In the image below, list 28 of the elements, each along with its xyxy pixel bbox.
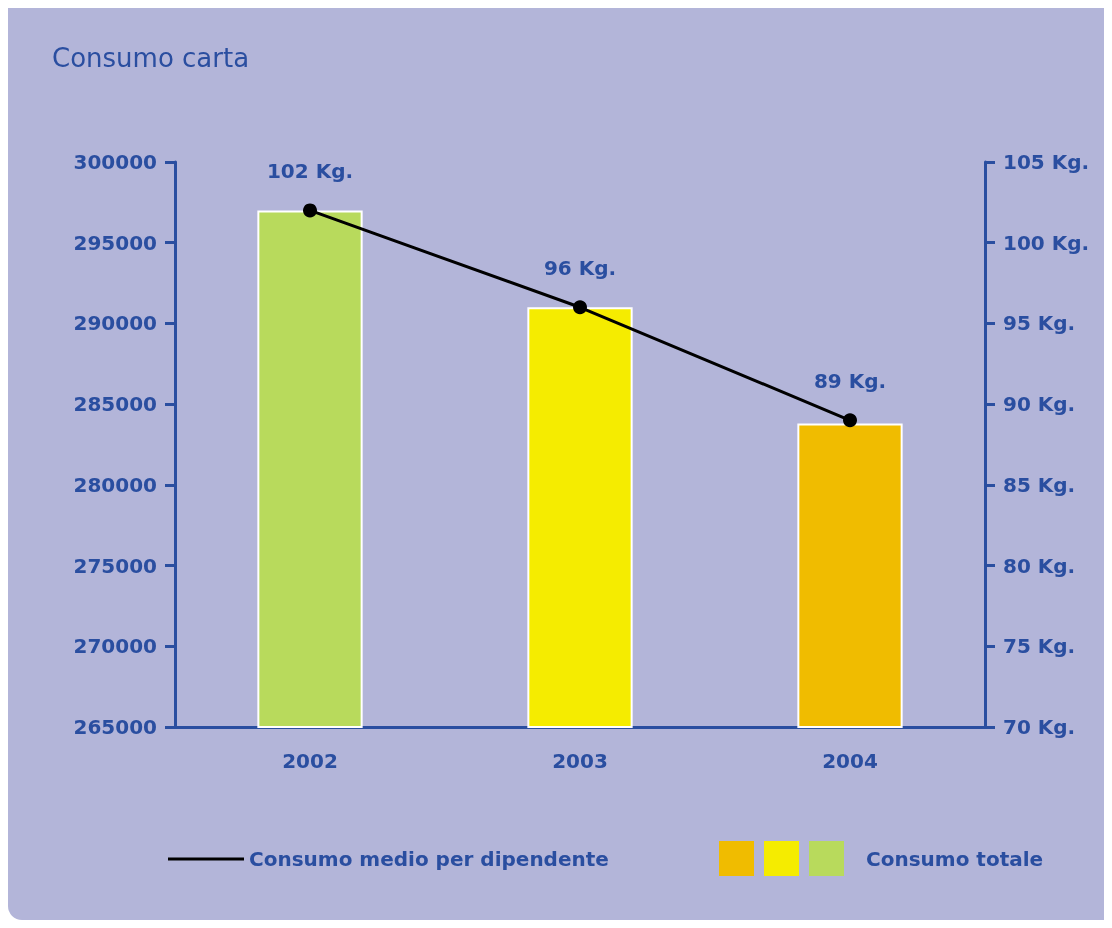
data-label: 89 Kg. <box>813 369 887 394</box>
y-tick-label: 265000 <box>73 715 157 739</box>
y-tick-label: 270000 <box>73 634 157 659</box>
point <box>843 413 857 428</box>
legend-label: Consumo totale <box>866 846 1044 871</box>
legend-label: Consumo medio per dipendente <box>249 847 609 871</box>
y-tick-label: 280000 <box>73 472 157 497</box>
point <box>303 203 317 218</box>
y-tick-label: 275000 <box>73 553 157 578</box>
y-tick-label: 290000 <box>73 311 157 336</box>
x-tick-label: 2002 <box>282 749 338 773</box>
y2-tick-label: 90 Kg. <box>1003 392 1076 417</box>
chart-title: Consumo carta <box>52 43 250 73</box>
y2-tick-label: 95 Kg. <box>1003 311 1076 336</box>
y2-tick-label: 105 Kg. <box>1003 150 1090 174</box>
x-tick-label: 2004 <box>822 749 878 773</box>
y2-tick-label: 100 Kg. <box>1003 230 1090 255</box>
y2-tick-label: 85 Kg. <box>1003 472 1076 497</box>
data-label: 96 Kg. <box>543 256 617 281</box>
y-tick-label: 295000 <box>73 230 157 255</box>
y2-tick-label: 75 Kg. <box>1003 634 1076 659</box>
y-tick-label: 285000 <box>73 392 157 417</box>
x-tick-label: 2003 <box>552 749 608 773</box>
y2-tick-label: 80 Kg. <box>1003 553 1076 578</box>
point <box>573 300 587 315</box>
y2-tick-label: 70 Kg. <box>1003 715 1076 739</box>
data-label: 102 Kg. <box>266 159 354 184</box>
y-tick-label: 300000 <box>73 150 157 174</box>
